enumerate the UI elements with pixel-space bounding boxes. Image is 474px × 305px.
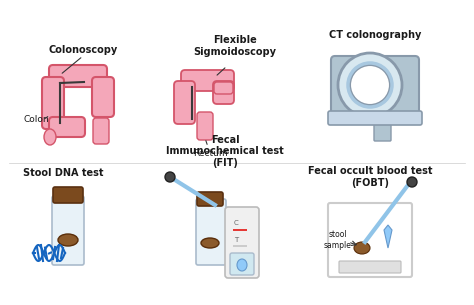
FancyBboxPatch shape bbox=[181, 70, 234, 91]
Text: T: T bbox=[234, 237, 238, 243]
FancyBboxPatch shape bbox=[374, 119, 391, 141]
FancyBboxPatch shape bbox=[214, 82, 233, 94]
Circle shape bbox=[407, 177, 417, 187]
Text: Fecal occult blood test
(FOBT): Fecal occult blood test (FOBT) bbox=[308, 167, 432, 188]
Circle shape bbox=[338, 53, 402, 117]
Text: Colon: Colon bbox=[23, 116, 49, 124]
FancyBboxPatch shape bbox=[225, 207, 259, 278]
Bar bbox=[233, 245, 247, 247]
FancyBboxPatch shape bbox=[213, 81, 234, 104]
Circle shape bbox=[165, 172, 175, 182]
FancyBboxPatch shape bbox=[328, 203, 412, 277]
FancyBboxPatch shape bbox=[197, 192, 223, 206]
FancyBboxPatch shape bbox=[93, 118, 109, 144]
FancyBboxPatch shape bbox=[42, 77, 64, 129]
FancyBboxPatch shape bbox=[196, 199, 226, 265]
Ellipse shape bbox=[44, 129, 56, 145]
Ellipse shape bbox=[201, 238, 219, 248]
Ellipse shape bbox=[58, 234, 78, 246]
FancyBboxPatch shape bbox=[328, 111, 422, 125]
FancyBboxPatch shape bbox=[339, 261, 401, 273]
Text: stool
sample: stool sample bbox=[324, 230, 352, 250]
FancyBboxPatch shape bbox=[197, 112, 213, 140]
FancyBboxPatch shape bbox=[49, 117, 85, 137]
Text: Flexible
Sigmoidoscopy: Flexible Sigmoidoscopy bbox=[193, 35, 276, 57]
Polygon shape bbox=[384, 225, 392, 248]
Ellipse shape bbox=[354, 242, 370, 254]
Text: Stool DNA test: Stool DNA test bbox=[23, 168, 103, 178]
Bar bbox=[233, 229, 247, 231]
Text: Colonoscopy: Colonoscopy bbox=[48, 45, 118, 55]
Text: C: C bbox=[234, 220, 238, 226]
FancyBboxPatch shape bbox=[230, 253, 254, 275]
FancyBboxPatch shape bbox=[52, 196, 84, 265]
Text: Fecal
Immunochemical test
(FIT): Fecal Immunochemical test (FIT) bbox=[166, 135, 284, 168]
FancyBboxPatch shape bbox=[92, 77, 114, 117]
Text: Rectum: Rectum bbox=[193, 149, 228, 157]
FancyBboxPatch shape bbox=[174, 81, 195, 124]
FancyBboxPatch shape bbox=[331, 56, 419, 124]
FancyBboxPatch shape bbox=[53, 187, 83, 203]
Text: CT colonography: CT colonography bbox=[329, 30, 421, 40]
Circle shape bbox=[350, 65, 390, 105]
Ellipse shape bbox=[237, 259, 247, 271]
FancyBboxPatch shape bbox=[49, 65, 107, 87]
